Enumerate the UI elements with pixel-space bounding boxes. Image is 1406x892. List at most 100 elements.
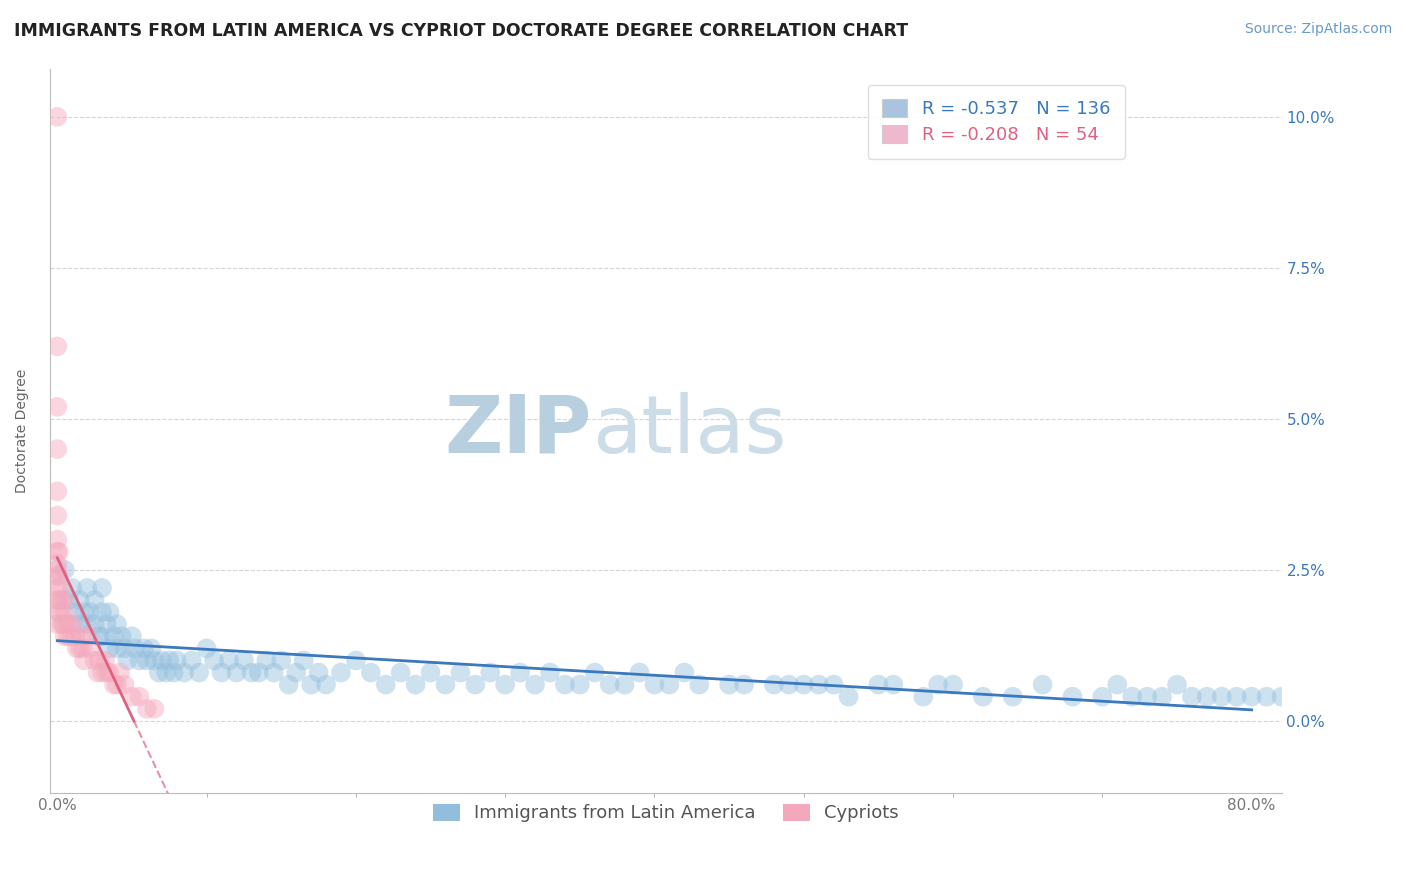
Point — [1121, 690, 1143, 704]
Point — [56, 629, 79, 643]
Point — [568, 678, 591, 692]
Point — [188, 665, 211, 680]
Point — [58, 617, 80, 632]
Point — [173, 665, 195, 680]
Point — [124, 641, 146, 656]
Point — [658, 678, 681, 692]
Point — [59, 629, 82, 643]
Point — [98, 605, 121, 619]
Point — [46, 400, 69, 414]
Point — [643, 678, 665, 692]
Point — [211, 665, 233, 680]
Point — [141, 641, 163, 656]
Point — [117, 653, 139, 667]
Point — [60, 581, 83, 595]
Point — [110, 629, 132, 643]
Point — [105, 641, 128, 656]
Point — [688, 678, 710, 692]
Point — [76, 581, 98, 595]
Point — [807, 678, 830, 692]
Point — [1136, 690, 1159, 704]
Point — [76, 617, 98, 632]
Point — [449, 665, 471, 680]
Point — [52, 593, 75, 607]
Point — [69, 593, 91, 607]
Point — [150, 653, 173, 667]
Point — [195, 641, 218, 656]
Point — [1032, 678, 1054, 692]
Point — [494, 678, 516, 692]
Point — [1270, 690, 1292, 704]
Point — [1091, 690, 1114, 704]
Point — [389, 665, 412, 680]
Point — [583, 665, 606, 680]
Point — [464, 678, 486, 692]
Point — [53, 605, 76, 619]
Point — [315, 678, 337, 692]
Point — [1195, 690, 1218, 704]
Point — [143, 653, 166, 667]
Point — [87, 653, 110, 667]
Point — [87, 629, 110, 643]
Point — [103, 629, 125, 643]
Point — [360, 665, 382, 680]
Point — [1240, 690, 1263, 704]
Point — [60, 617, 83, 632]
Point — [96, 665, 118, 680]
Point — [105, 617, 128, 632]
Point — [69, 617, 91, 632]
Point — [69, 641, 91, 656]
Point — [509, 665, 531, 680]
Point — [49, 581, 72, 595]
Point — [63, 629, 86, 643]
Point — [344, 653, 367, 667]
Point — [105, 678, 128, 692]
Point — [166, 653, 188, 667]
Point — [98, 665, 121, 680]
Point — [718, 678, 741, 692]
Point — [155, 665, 177, 680]
Point — [46, 533, 69, 547]
Point — [1001, 690, 1024, 704]
Point — [96, 617, 118, 632]
Point — [882, 678, 904, 692]
Point — [91, 629, 114, 643]
Point — [762, 678, 785, 692]
Point — [270, 653, 292, 667]
Point — [128, 653, 150, 667]
Point — [225, 665, 247, 680]
Point — [163, 665, 186, 680]
Point — [51, 593, 73, 607]
Point — [46, 557, 69, 571]
Point — [83, 617, 105, 632]
Point — [46, 339, 69, 353]
Point — [912, 690, 935, 704]
Point — [524, 678, 547, 692]
Point — [308, 665, 330, 680]
Point — [76, 629, 98, 643]
Point — [79, 605, 101, 619]
Point — [673, 665, 696, 680]
Point — [1166, 678, 1188, 692]
Point — [98, 641, 121, 656]
Point — [46, 563, 69, 577]
Point — [114, 678, 136, 692]
Point — [148, 665, 170, 680]
Text: ZIP: ZIP — [444, 392, 592, 470]
Point — [48, 569, 70, 583]
Point — [1107, 678, 1129, 692]
Point — [180, 653, 202, 667]
Point — [46, 508, 69, 523]
Point — [66, 641, 89, 656]
Point — [132, 641, 155, 656]
Point — [263, 665, 285, 680]
Point — [434, 678, 457, 692]
Point — [52, 617, 75, 632]
Point — [972, 690, 994, 704]
Point — [554, 678, 576, 692]
Point — [1152, 690, 1174, 704]
Point — [83, 593, 105, 607]
Point — [599, 678, 621, 692]
Point — [49, 605, 72, 619]
Point — [46, 545, 69, 559]
